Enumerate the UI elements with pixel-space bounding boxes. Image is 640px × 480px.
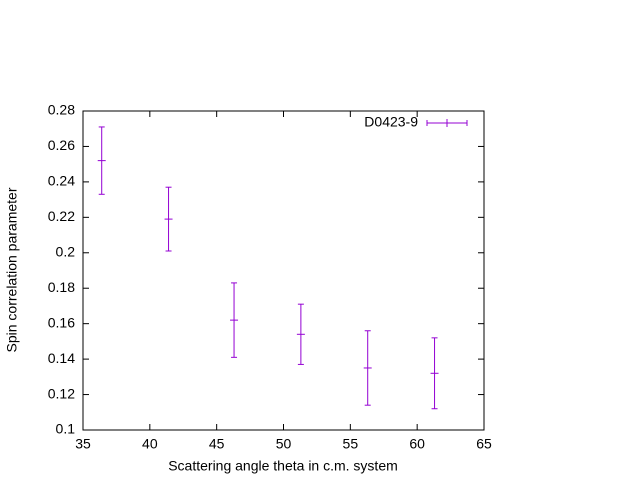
x-axis-label: Scattering angle theta in c.m. system	[168, 458, 398, 474]
y-tick-label: 0.24	[48, 173, 75, 189]
x-tick-label: 60	[409, 436, 425, 452]
y-tick-label: 0.1	[56, 421, 76, 437]
x-tick-label: 65	[476, 436, 492, 452]
error-bar	[164, 186, 173, 252]
y-tick-label: 0.26	[48, 137, 75, 153]
x-tick-label: 40	[142, 436, 158, 452]
error-bar	[430, 337, 439, 410]
x-tick-label: 50	[276, 436, 292, 452]
error-bar	[230, 282, 239, 358]
y-tick-label: 0.14	[48, 350, 75, 366]
y-tick-label: 0.16	[48, 314, 75, 330]
y-tick-label: 0.12	[48, 385, 75, 401]
legend-label: D0423-9	[364, 114, 418, 130]
x-tick-label: 45	[209, 436, 225, 452]
y-tick-label: 0.2	[56, 243, 76, 259]
error-bar	[97, 126, 106, 195]
error-bar	[363, 330, 372, 406]
legend-sample	[426, 119, 468, 127]
x-tick-label: 55	[343, 436, 359, 452]
y-tick-label: 0.28	[48, 102, 75, 118]
x-tick-label: 35	[75, 436, 91, 452]
y-axis-label: Spin correlation parameter	[4, 187, 20, 352]
plot-frame	[82, 110, 485, 431]
y-tick-label: 0.22	[48, 208, 75, 224]
y-tick-label: 0.18	[48, 279, 75, 295]
error-bar	[296, 303, 305, 365]
